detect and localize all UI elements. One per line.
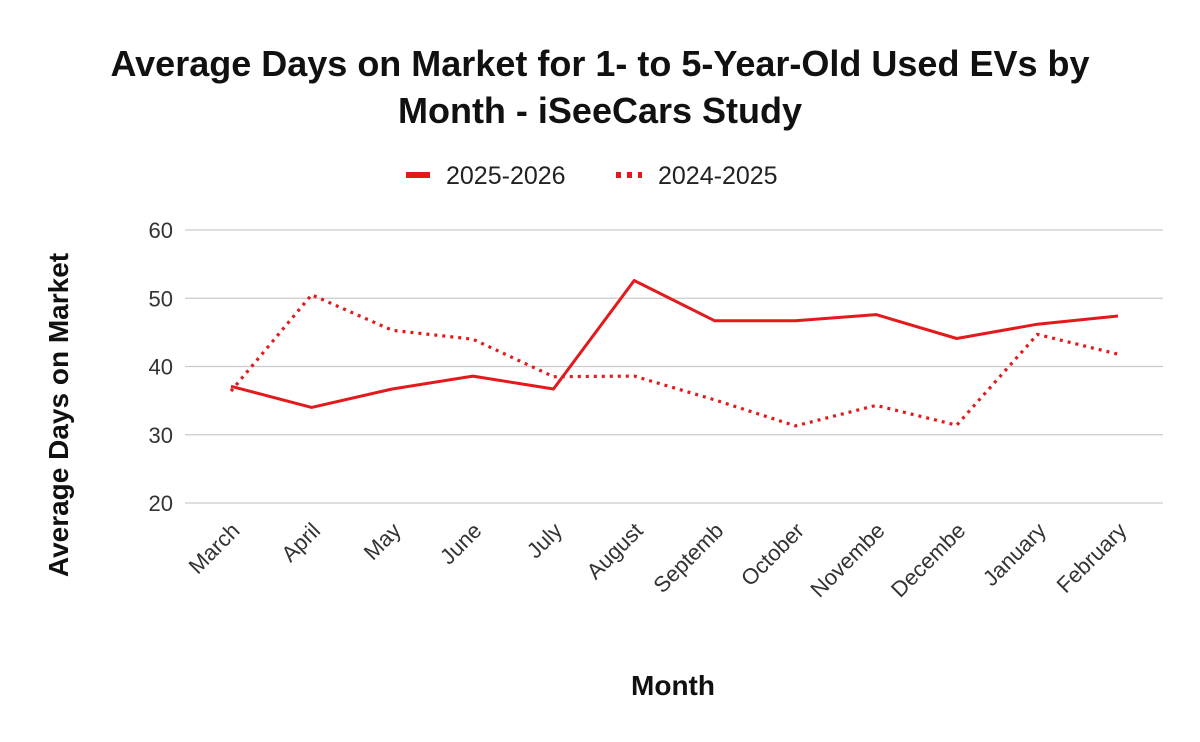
- x-tick-label: Novembe: [805, 518, 889, 602]
- series-line-2024-2025: [229, 293, 1119, 428]
- x-tick-label: Septemb: [648, 518, 728, 598]
- legend: 2025-2026 2024-2025: [406, 162, 778, 190]
- x-tick-label: May: [359, 518, 406, 565]
- x-tick-label: July: [522, 518, 567, 563]
- x-tick-label: August: [582, 518, 648, 584]
- x-tick-label: June: [435, 518, 486, 569]
- x-tick-label: October: [736, 518, 809, 591]
- y-axis-tick-labels: 20 30 40 50 60: [149, 218, 173, 516]
- chart-title: Average Days on Market for 1- to 5-Year-…: [111, 43, 1090, 131]
- legend-label-2025-2026: 2025-2026: [446, 162, 566, 190]
- y-tick-label: 40: [149, 355, 173, 380]
- x-axis-tick-labels: March April May June July August Septemb Octobe…: [184, 518, 1132, 602]
- y-tick-label: 20: [149, 491, 173, 516]
- series-lines: [229, 279, 1119, 428]
- x-tick-label: April: [276, 518, 325, 567]
- x-tick-label: January: [978, 518, 1051, 591]
- gridlines: [185, 229, 1163, 504]
- x-tick-label: Decembe: [886, 518, 970, 602]
- chart-title-line-2: Month - iSeeCars Study: [398, 90, 802, 131]
- chart-title-line-1: Average Days on Market for 1- to 5-Year-…: [111, 43, 1090, 84]
- legend-label-2024-2025: 2024-2025: [658, 162, 778, 190]
- y-axis-title: Average Days on Market: [43, 253, 74, 577]
- y-tick-label: 30: [149, 423, 173, 448]
- x-tick-label: February: [1052, 518, 1132, 598]
- x-tick-label: March: [184, 518, 245, 579]
- series-line-2025-2026: [230, 279, 1119, 409]
- y-tick-label: 60: [149, 218, 173, 243]
- y-tick-label: 50: [149, 286, 173, 311]
- x-axis-title: Month: [631, 670, 715, 701]
